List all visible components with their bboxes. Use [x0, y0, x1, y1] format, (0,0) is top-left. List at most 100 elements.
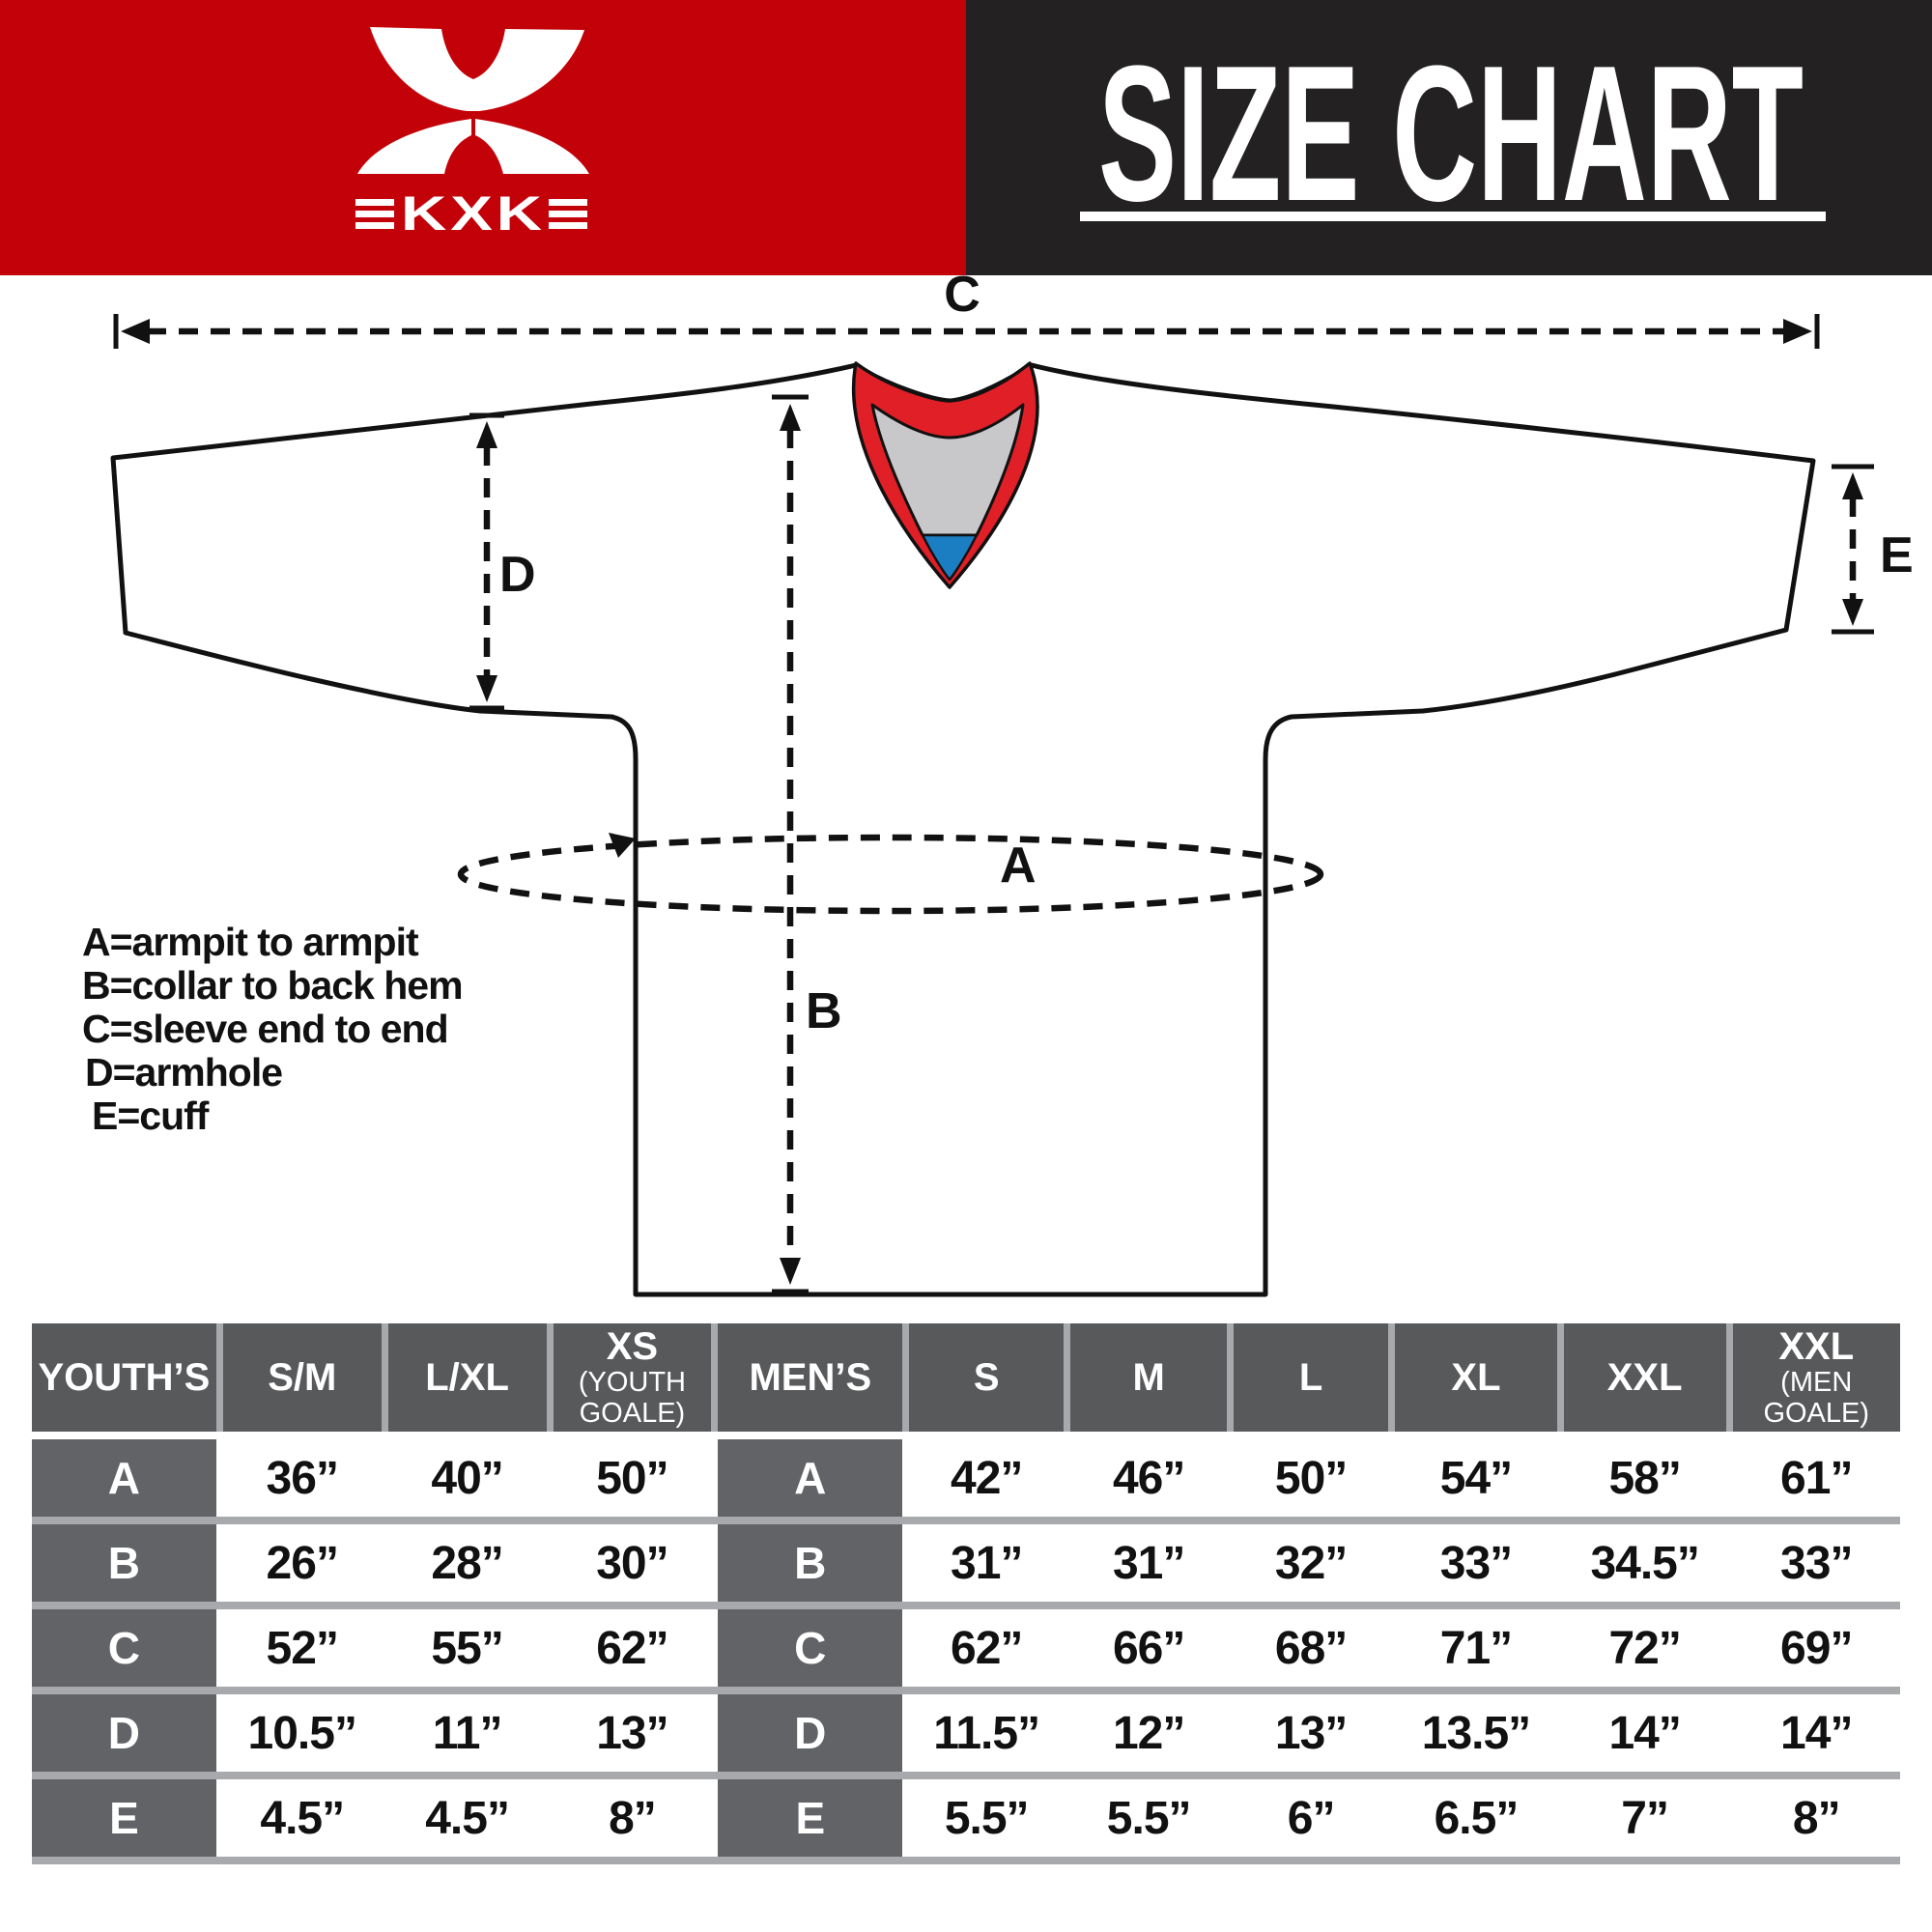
value-cell: 12”	[1070, 1694, 1228, 1772]
value-cell: 33”	[1395, 1524, 1557, 1602]
column-header: L/XL	[387, 1323, 547, 1432]
measure-label-b: B	[806, 983, 842, 1039]
column-header: XXL	[1563, 1323, 1726, 1432]
column-header-main: S	[973, 1356, 1000, 1399]
logo-dome-right-shape	[475, 119, 589, 174]
table-row: D 10.5” 11” 13” D 11.5” 12” 13” 13.5” 14” 14”	[32, 1694, 1900, 1772]
title-block: SIZE CHART	[1080, 26, 1826, 242]
value-cell: 14”	[1732, 1694, 1900, 1772]
value-cell: 5.5”	[909, 1779, 1065, 1857]
column-header-main: YOUTH’S	[38, 1356, 211, 1399]
value-cell: 62”	[909, 1609, 1065, 1687]
row-label-cell: C	[32, 1609, 216, 1687]
row-label-cell: C	[718, 1609, 903, 1687]
value-cell: 13.5”	[1395, 1694, 1557, 1772]
value-cell: 32”	[1234, 1524, 1389, 1602]
value-cell: 66”	[1070, 1609, 1228, 1687]
value-cell: 31”	[1070, 1524, 1228, 1602]
table-row: A 36” 40” 50” A 42” 46” 50” 54” 58” 61”	[32, 1439, 1900, 1517]
kxk-logo-icon: KXK	[355, 27, 589, 241]
measure-label-a: A	[1000, 838, 1037, 894]
row-label-cell: B	[32, 1524, 216, 1602]
top-banner: KXK SIZE CHART	[0, 0, 1932, 275]
logo-bars-right	[549, 199, 587, 229]
value-cell: 6”	[1234, 1779, 1389, 1857]
value-cell: 14”	[1563, 1694, 1726, 1772]
value-cell: 33”	[1732, 1524, 1900, 1602]
value-cell: 52”	[222, 1609, 382, 1687]
row-label-cell: B	[718, 1524, 903, 1602]
column-header: M	[1070, 1323, 1228, 1432]
value-cell: 13”	[1234, 1694, 1389, 1772]
column-header-main: L/XL	[425, 1356, 509, 1399]
value-cell: 54”	[1395, 1439, 1557, 1517]
value-cell: 13”	[553, 1694, 712, 1772]
row-label-cell: A	[32, 1439, 216, 1517]
measure-arrow-c	[113, 314, 1820, 349]
row-separator	[32, 1857, 1900, 1864]
value-cell: 26”	[222, 1524, 382, 1602]
legend-line-a: A=armpit to armpit	[82, 920, 419, 964]
column-header: YOUTH’S	[32, 1323, 216, 1432]
column-header-main: XXL	[1778, 1325, 1855, 1369]
legend-line-d: D=armhole	[85, 1050, 282, 1094]
column-header-main: MEN’S	[749, 1356, 872, 1399]
value-cell: 50”	[1234, 1439, 1389, 1517]
measure-arrow-b	[772, 394, 809, 1294]
size-table: YOUTH’S S/M L/XL XS (YOUTH GOALE) MEN’S S M L XL X…	[32, 1323, 1900, 1864]
value-cell: 31”	[909, 1524, 1065, 1602]
column-header: L	[1234, 1323, 1389, 1432]
column-header: XS (YOUTH GOALE)	[553, 1323, 712, 1432]
value-cell: 40”	[387, 1439, 547, 1517]
value-cell: 11.5”	[909, 1694, 1065, 1772]
row-label-cell: D	[32, 1694, 216, 1772]
value-cell: 7”	[1563, 1779, 1726, 1857]
column-header: MEN’S	[718, 1323, 903, 1432]
value-cell: 34.5”	[1563, 1524, 1726, 1602]
value-cell: 50”	[553, 1439, 712, 1517]
row-label-cell: A	[718, 1439, 903, 1517]
table-row: B 26” 28” 30” B 31” 31” 32” 33” 34.5” 33”	[32, 1524, 1900, 1602]
logo-text: KXK	[401, 186, 546, 241]
value-cell: 42”	[909, 1439, 1065, 1517]
row-separator	[32, 1687, 1900, 1694]
column-header-main: XXL	[1606, 1356, 1683, 1399]
row-label-cell: E	[718, 1779, 903, 1857]
legend-line-b: B=collar to back hem	[82, 963, 463, 1008]
column-header: XL	[1395, 1323, 1557, 1432]
value-cell: 58”	[1563, 1439, 1726, 1517]
row-separator	[32, 1517, 1900, 1524]
table-header-row: YOUTH’S S/M L/XL XS (YOUTH GOALE) MEN’S S M L XL X…	[32, 1323, 1900, 1432]
value-cell: 36”	[222, 1439, 382, 1517]
measure-label-d: D	[499, 547, 536, 603]
value-cell: 8”	[1732, 1779, 1900, 1857]
value-cell: 68”	[1234, 1609, 1389, 1687]
collar-inner	[870, 403, 1025, 537]
title-underline	[1080, 212, 1826, 221]
brand-banner: KXK	[0, 0, 966, 275]
column-header-main: L	[1298, 1356, 1323, 1399]
jersey-outline	[110, 362, 1816, 1297]
measure-label-e: E	[1880, 527, 1914, 583]
value-cell: 6.5”	[1395, 1779, 1557, 1857]
legend-line-e: E=cuff	[92, 1094, 210, 1138]
title-banner: SIZE CHART	[966, 0, 1932, 275]
value-cell: 5.5”	[1070, 1779, 1228, 1857]
table-row: C 52” 55” 62” C 62” 66” 68” 71” 72” 69”	[32, 1609, 1900, 1687]
value-cell: 61”	[1732, 1439, 1900, 1517]
value-cell: 4.5”	[222, 1779, 382, 1857]
column-header: S/M	[222, 1323, 382, 1432]
logo-dome-left-shape	[357, 119, 471, 174]
value-cell: 8”	[553, 1779, 712, 1857]
row-separator	[32, 1602, 1900, 1609]
column-header: S	[909, 1323, 1065, 1432]
measure-arrow-e	[1832, 464, 1874, 635]
measure-arrow-d	[469, 412, 504, 711]
value-cell: 11”	[387, 1694, 547, 1772]
value-cell: 4.5”	[387, 1779, 547, 1857]
value-cell: 10.5”	[222, 1694, 382, 1772]
row-separator	[32, 1772, 1900, 1779]
column-header-main: XS	[606, 1325, 659, 1369]
logo-bars-left	[355, 199, 394, 229]
